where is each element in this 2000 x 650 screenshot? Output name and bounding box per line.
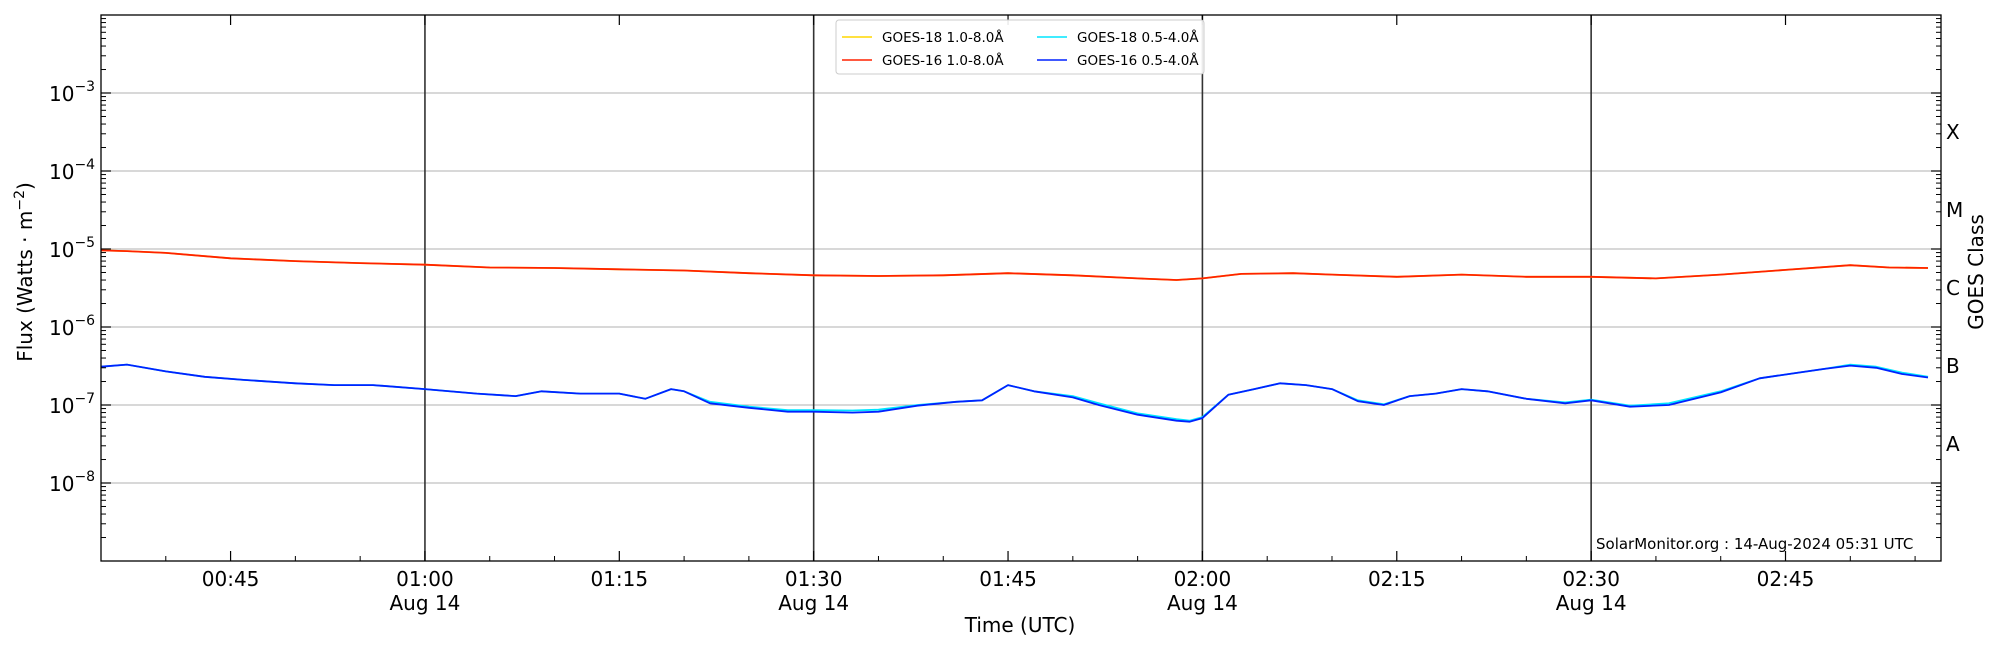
goes-class-label: X — [1946, 120, 1960, 144]
legend-entry-label: GOES-16 0.5-4.0Å — [1077, 52, 1199, 69]
y-tick-label: 10−5 — [49, 235, 95, 262]
x-tick-label: 02:15 — [1368, 567, 1426, 591]
plot-series — [100, 249, 1929, 423]
legend-entry-label: GOES-16 1.0-8.0Å — [882, 52, 1004, 69]
y-tick-base: 10 — [49, 472, 74, 496]
goes-class-label: C — [1946, 276, 1960, 300]
legend-entry-label: GOES-18 0.5-4.0Å — [1077, 29, 1199, 46]
y-tick-label: 10−3 — [49, 79, 95, 106]
y-tick-exponent: −5 — [74, 235, 95, 251]
legend-entry-label: GOES-18 1.0-8.0Å — [882, 29, 1004, 46]
x-tick-label: 01:00 — [396, 567, 454, 591]
x-tick-label: 00:45 — [202, 567, 260, 591]
y-tick-exponent: −3 — [74, 79, 95, 95]
y-axis-ticks: 10−810−710−610−510−410−3 — [49, 18, 1941, 539]
day-marker-lines — [424, 15, 1592, 561]
x-tick-date-label: Aug 14 — [1167, 591, 1238, 615]
y-tick-exponent: −7 — [74, 391, 95, 407]
y-axis-title-close: ) — [13, 182, 37, 190]
goes-class-labels: A B C M X — [1946, 120, 1963, 456]
y-tick-base: 10 — [49, 238, 74, 262]
x-tick-label: 02:30 — [1562, 567, 1620, 591]
goes-class-label: M — [1946, 198, 1963, 222]
x-tick-date-label: Aug 14 — [778, 591, 849, 615]
x-tick-label: 01:15 — [590, 567, 648, 591]
legend: GOES-18 1.0-8.0Å GOES-18 0.5-4.0Å GOES-16 … — [835, 19, 1205, 75]
goes-class-label: B — [1946, 354, 1960, 378]
y-tick-label: 10−4 — [49, 157, 95, 184]
y-axis-title-main: Flux (Watts · m — [13, 211, 37, 362]
right-axis-title: GOES Class — [1964, 214, 1988, 330]
y-tick-base: 10 — [49, 160, 74, 184]
grid-lines — [101, 92, 1941, 484]
x-tick-date-label: Aug 14 — [390, 591, 461, 615]
y-tick-label: 10−6 — [49, 313, 95, 340]
x-tick-label: 01:45 — [979, 567, 1037, 591]
x-tick-label: 02:45 — [1757, 567, 1815, 591]
x-tick-label: 02:00 — [1174, 567, 1232, 591]
plot-frame — [100, 14, 1942, 562]
y-tick-label: 10−7 — [49, 391, 95, 418]
y-tick-base: 10 — [49, 394, 74, 418]
y-axis-title-exponent: −2 — [12, 190, 28, 211]
series-line-goes-16-0-5-4-0- — [100, 363, 1929, 423]
y-tick-base: 10 — [49, 316, 74, 340]
goes-class-label: A — [1946, 432, 1960, 456]
y-tick-exponent: −8 — [74, 469, 95, 485]
y-tick-exponent: −6 — [74, 313, 95, 329]
x-tick-label: 01:30 — [785, 567, 843, 591]
y-tick-label: 10−8 — [49, 469, 95, 496]
series-line-goes-16-1-0-8-0- — [100, 249, 1929, 281]
x-axis-title: Time (UTC) — [964, 613, 1076, 637]
x-tick-date-label: Aug 14 — [1556, 591, 1627, 615]
y-tick-base: 10 — [49, 82, 74, 106]
y-tick-exponent: −4 — [74, 157, 95, 173]
y-axis-title: Flux (Watts · m−2) — [12, 182, 37, 362]
credit-text: SolarMonitor.org : 14-Aug-2024 05:31 UTC — [1596, 535, 1913, 553]
legend-box — [835, 19, 1205, 75]
